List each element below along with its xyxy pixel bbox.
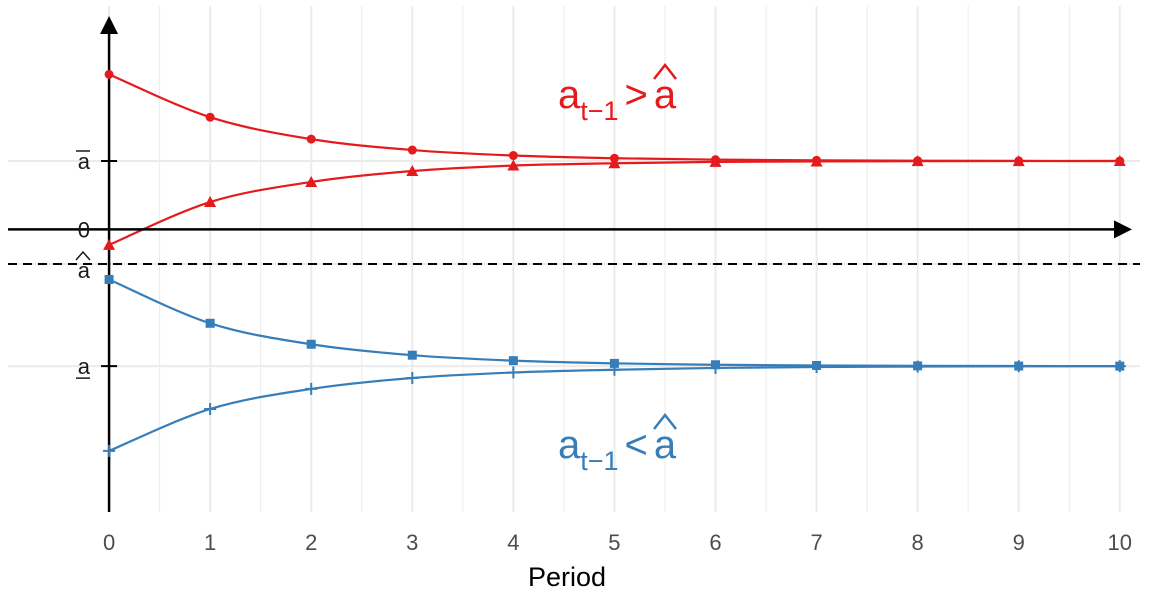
y-axis-arrow — [100, 16, 119, 34]
annotation-blue: at−1 < a — [558, 412, 678, 476]
series-3-point — [305, 382, 318, 395]
y-tick-label: a — [78, 258, 91, 283]
series-3-point — [608, 363, 621, 376]
x-tick-label: 10 — [1108, 530, 1132, 555]
series-2-point — [104, 275, 114, 285]
series-0-point — [306, 134, 316, 144]
series-2-point — [407, 350, 417, 360]
annotation-blue-sub: t−1 — [580, 446, 618, 476]
series-2-point — [306, 339, 316, 349]
axes — [8, 16, 1132, 512]
x-axis-arrow — [1114, 220, 1132, 239]
series-1-point — [911, 155, 924, 167]
y-tick-labels: a 0 a a — [75, 149, 91, 379]
series-2-point — [508, 356, 518, 366]
series-0-point — [104, 69, 114, 79]
series-3-point — [103, 444, 116, 457]
series-1-point — [709, 155, 722, 167]
annotation-red-sub: t−1 — [580, 96, 618, 126]
x-tick-label: 5 — [608, 530, 620, 555]
y-tick-hat — [75, 250, 91, 261]
x-tick-label: 1 — [204, 530, 216, 555]
x-axis-title: Period — [528, 562, 606, 592]
series-1-point — [204, 196, 217, 208]
x-tick-labels: 0 1 2 3 4 5 6 7 8 9 10 — [103, 530, 1132, 555]
x-tick-label: 0 — [103, 530, 115, 555]
annotation-blue-hat — [653, 412, 678, 430]
x-tick-label: 7 — [810, 530, 822, 555]
series-3-point — [1113, 360, 1126, 373]
annotation-blue-op: < — [625, 423, 648, 467]
x-tick-label: 4 — [507, 530, 519, 555]
series-1-point — [1113, 154, 1126, 166]
series-2-point — [609, 358, 619, 368]
annotation-red-main: a — [558, 73, 581, 117]
series-3-point — [204, 402, 217, 415]
x-tick-label: 6 — [709, 530, 721, 555]
y-tick-label: a — [78, 149, 91, 174]
annotation-red-op: > — [625, 73, 648, 117]
series-1-point — [103, 238, 116, 250]
series-3-point — [507, 366, 520, 379]
annotation-blue-rhs: a — [654, 423, 677, 467]
series-3-point — [810, 361, 823, 374]
series-1-point — [810, 155, 823, 167]
series-3-point — [406, 371, 419, 384]
series-1-point — [507, 159, 520, 171]
annotation-red-rhs: a — [654, 73, 677, 117]
series-1-point — [406, 165, 419, 177]
annotation-red-hat — [653, 62, 678, 80]
series-3-point — [1012, 360, 1025, 373]
series-0-point — [407, 145, 417, 155]
series-0-point — [205, 112, 215, 122]
x-tick-label: 2 — [305, 530, 317, 555]
svg-text:at−1<a: at−1 < a — [558, 423, 677, 476]
series-1-point — [608, 157, 621, 169]
svg-text:at−1>a: at−1 > a — [558, 73, 677, 126]
y-tick-label: 0 — [78, 217, 90, 242]
y-tick-label: a — [78, 354, 91, 379]
series-0-point — [508, 151, 518, 161]
annotation-red: at−1 > a — [558, 62, 678, 126]
series-1-point — [1012, 155, 1025, 167]
series-markers — [103, 69, 1126, 457]
series-1-point — [305, 175, 318, 187]
series-3-point — [911, 360, 924, 373]
x-tick-label: 8 — [912, 530, 924, 555]
x-tick-label: 9 — [1013, 530, 1025, 555]
series-3-point — [709, 361, 722, 374]
x-tick-label: 3 — [406, 530, 418, 555]
annotation-blue-main: a — [558, 423, 581, 467]
series-2-point — [205, 318, 215, 328]
